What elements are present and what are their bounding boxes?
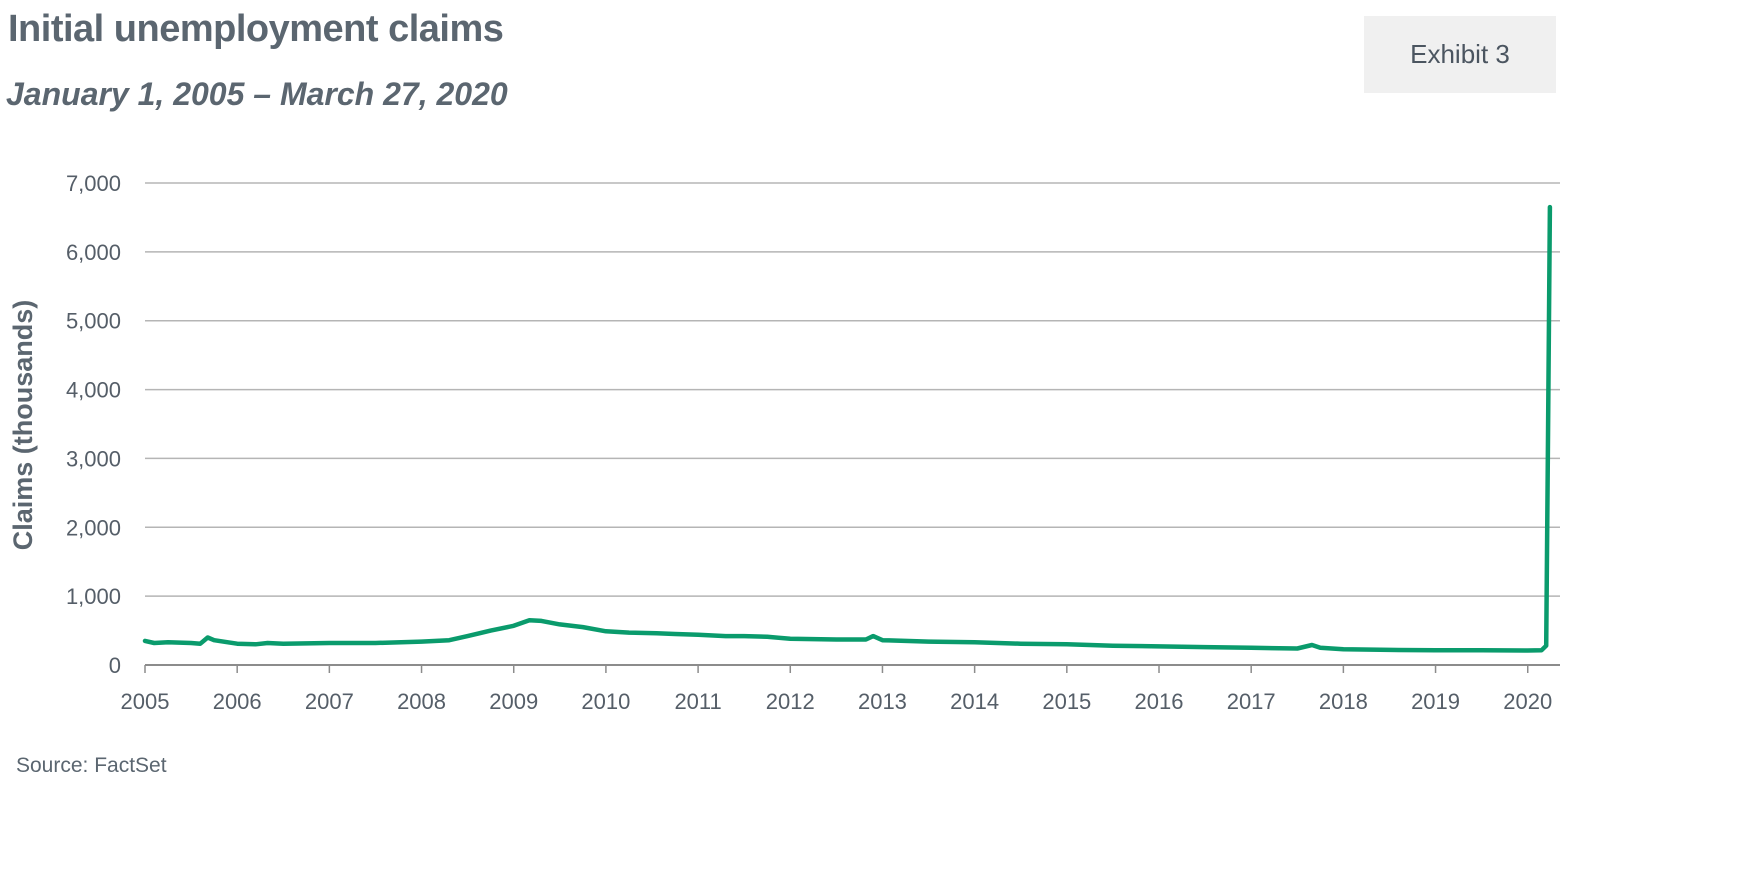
y-tick-label: 4,000 bbox=[66, 378, 121, 403]
x-tick-label: 2017 bbox=[1227, 689, 1276, 714]
y-tick-label: 7,000 bbox=[66, 171, 121, 196]
series-layer bbox=[142, 204, 1553, 653]
y-axis-label: Claims (thousands) bbox=[8, 300, 38, 551]
x-tick-label: 2009 bbox=[489, 689, 538, 714]
x-tick-labels: 2005 2006 2007 2008 2009 2010 2011 2012 2013 2014… bbox=[121, 689, 1553, 714]
x-tick-label: 2020 bbox=[1503, 689, 1552, 714]
chart-subtitle: January 1, 2005 – March 27, 2020 bbox=[6, 76, 508, 112]
x-axis bbox=[144, 664, 1560, 673]
y-tick-labels: 0 1,000 2,000 3,000 4,000 5,000 6,000 7,000 bbox=[66, 171, 121, 678]
chart-title: Initial unemployment claims bbox=[8, 8, 504, 50]
x-tick-label: 2014 bbox=[950, 689, 999, 714]
grid-lines bbox=[145, 182, 1560, 597]
x-tick-label: 2012 bbox=[766, 689, 815, 714]
x-tick-label: 2010 bbox=[581, 689, 630, 714]
x-tick-label: 2019 bbox=[1411, 689, 1460, 714]
exhibit-badge: Exhibit 3 bbox=[1364, 16, 1556, 93]
y-tick-label: 3,000 bbox=[66, 446, 121, 471]
y-tick-label: 5,000 bbox=[66, 309, 121, 334]
y-tick-label: 1,000 bbox=[66, 584, 121, 609]
x-tick-label: 2013 bbox=[858, 689, 907, 714]
y-tick-label: 2,000 bbox=[66, 515, 121, 540]
x-tick-label: 2006 bbox=[213, 689, 262, 714]
x-tick-label: 2015 bbox=[1042, 689, 1091, 714]
source-note: Source: FactSet bbox=[16, 754, 167, 777]
x-tick-label: 2016 bbox=[1135, 689, 1184, 714]
x-tick-label: 2018 bbox=[1319, 689, 1368, 714]
y-tick-label: 0 bbox=[109, 653, 121, 678]
x-tick-label: 2005 bbox=[121, 689, 170, 714]
x-tick-label: 2011 bbox=[674, 689, 721, 714]
x-tick-label: 2007 bbox=[305, 689, 354, 714]
x-tick-label: 2008 bbox=[397, 689, 446, 714]
y-tick-label: 6,000 bbox=[66, 240, 121, 265]
claims-line bbox=[142, 204, 1553, 653]
